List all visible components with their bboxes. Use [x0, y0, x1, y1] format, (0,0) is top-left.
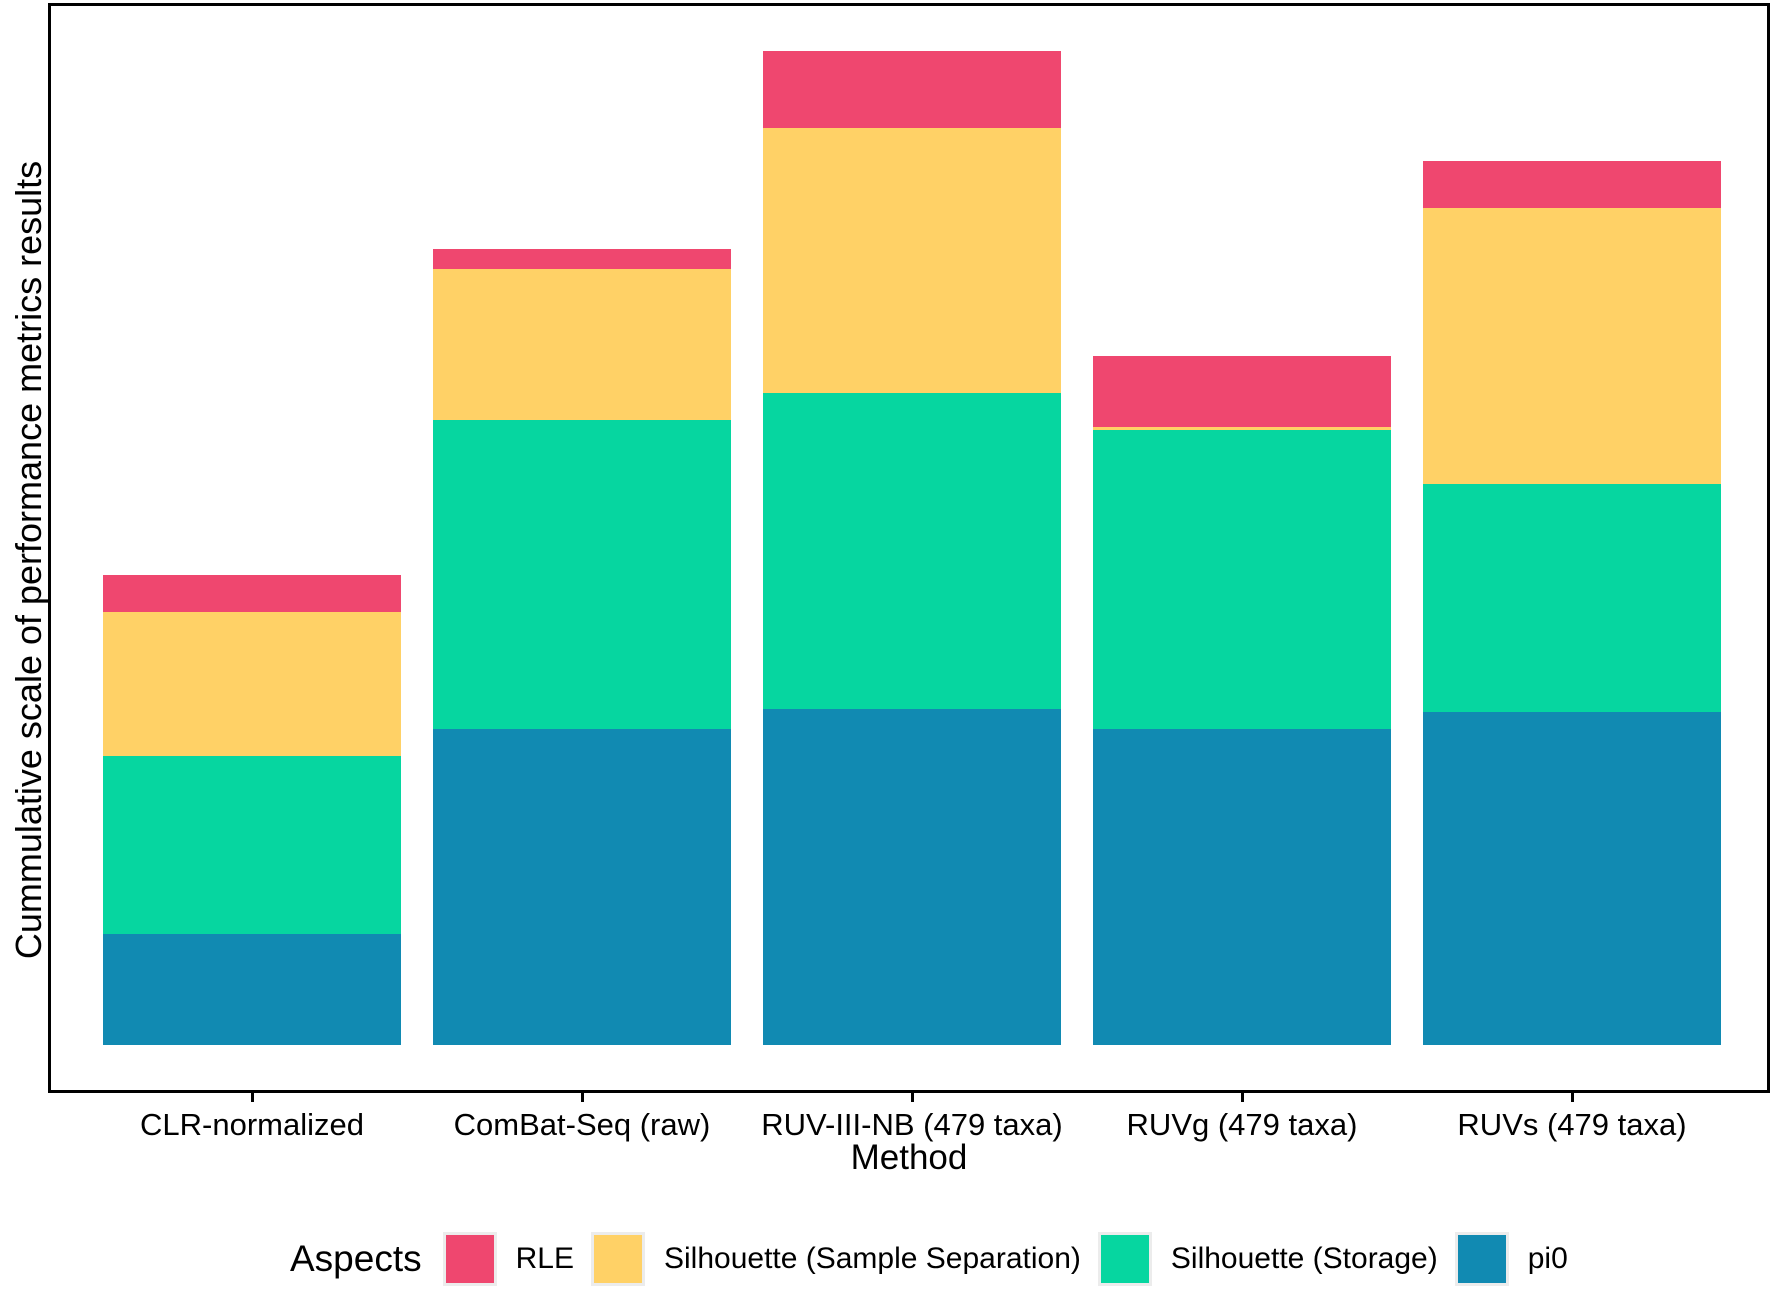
- y-axis-title-text: Cummulative scale of performance metrics…: [8, 160, 49, 960]
- x-axis-tick-label-ruvg-479-taxa: RUVg (479 taxa): [1126, 1107, 1358, 1142]
- legend-item-silhouette-storage: Silhouette (Storage): [1097, 1232, 1455, 1286]
- legend-label-pi0: pi0: [1527, 1242, 1568, 1275]
- bar-segment-rle-combat-seq-raw: [433, 249, 731, 269]
- x-axis-tick-ruvs-479-taxa: [1571, 1093, 1574, 1102]
- bar-segment-pi0-combat-seq-raw: [433, 729, 731, 1045]
- legend-item-pi0: pi0: [1454, 1232, 1585, 1286]
- bar-segment-silhouette-sample-separation-ruvs-479-taxa: [1423, 208, 1721, 484]
- legend: Aspects RLE Silhouette (Sample Separation…: [290, 1230, 1585, 1288]
- legend-item-rle: RLE: [442, 1232, 591, 1286]
- legend-key-silhouette-sample-separation-swatch: [590, 1232, 645, 1286]
- x-axis-title: Method: [850, 1138, 968, 1177]
- x-axis-tick-combat-seq-raw: [581, 1093, 584, 1102]
- x-axis-tick-label-combat-seq-raw: ComBat-Seq (raw): [453, 1107, 711, 1142]
- bar-segment-pi0-ruv-iii-nb-479-taxa: [763, 709, 1061, 1045]
- legend-key-pi0-swatch: [1454, 1232, 1509, 1286]
- bar-segment-rle-ruv-iii-nb-479-taxa: [763, 51, 1061, 128]
- bar-segment-silhouette-sample-separation-ruv-iii-nb-479-taxa: [763, 128, 1061, 393]
- legend-key-rle-swatch: [442, 1232, 497, 1286]
- x-axis-tick-ruvg-479-taxa: [1241, 1093, 1244, 1102]
- bar-segment-silhouette-sample-separation-ruvg-479-taxa: [1093, 427, 1391, 430]
- bar-segment-silhouette-storage-combat-seq-raw: [433, 420, 731, 729]
- x-axis-tick-label-ruv-iii-nb-479-taxa: RUV-III-NB (479 taxa): [761, 1107, 1063, 1142]
- bar-segment-silhouette-storage-ruv-iii-nb-479-taxa: [763, 393, 1061, 709]
- x-axis-tick-label-clr-normalized: CLR-normalized: [140, 1107, 364, 1142]
- legend-item-silhouette-sample-separation: Silhouette (Sample Separation): [590, 1232, 1098, 1286]
- legend-label-silhouette-storage: Silhouette (Storage): [1170, 1242, 1438, 1275]
- legend-key-silhouette-storage-swatch: [1097, 1232, 1152, 1286]
- bar-segment-pi0-clr-normalized: [103, 934, 401, 1045]
- bar-segment-silhouette-storage-ruvs-479-taxa: [1423, 484, 1721, 712]
- bar-segment-silhouette-sample-separation-clr-normalized: [103, 612, 401, 756]
- legend-label-rle: RLE: [515, 1242, 574, 1275]
- legend-title: Aspects: [290, 1238, 422, 1279]
- bar-segment-silhouette-sample-separation-combat-seq-raw: [433, 269, 731, 420]
- bar-segment-silhouette-storage-clr-normalized: [103, 756, 401, 934]
- x-axis-tick-label-ruvs-479-taxa: RUVs (479 taxa): [1457, 1107, 1687, 1142]
- bar-segment-rle-clr-normalized: [103, 575, 401, 612]
- bar-segment-rle-ruvs-479-taxa: [1423, 161, 1721, 208]
- bar-segment-silhouette-storage-ruvg-479-taxa: [1093, 430, 1391, 729]
- bar-segment-pi0-ruvs-479-taxa: [1423, 712, 1721, 1045]
- x-axis-tick-ruv-iii-nb-479-taxa: [911, 1093, 914, 1102]
- legend-label-silhouette-sample-separation: Silhouette (Sample Separation): [663, 1242, 1081, 1275]
- x-axis-tick-clr-normalized: [251, 1093, 254, 1102]
- bar-segment-rle-ruvg-479-taxa: [1093, 356, 1391, 427]
- bar-segment-pi0-ruvg-479-taxa: [1093, 729, 1391, 1045]
